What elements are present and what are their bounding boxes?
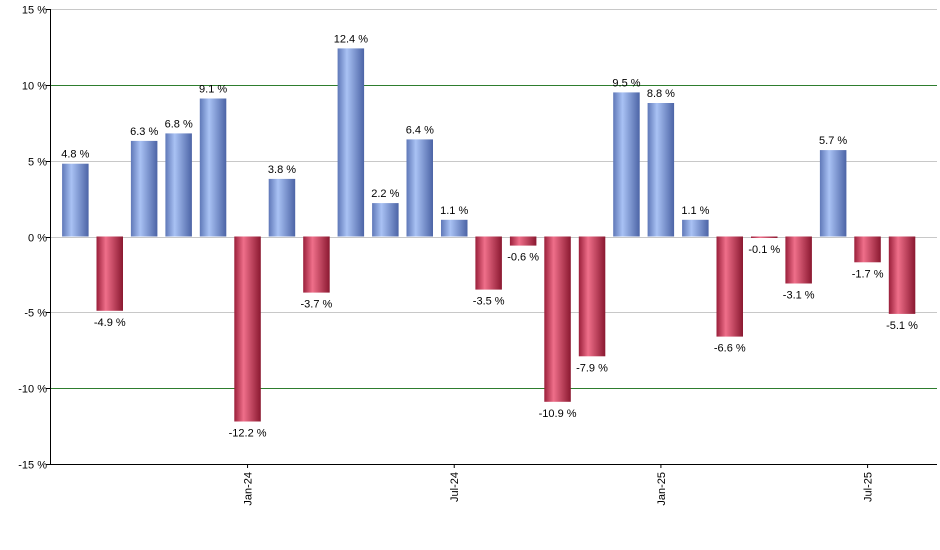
bar-negative	[509, 236, 537, 246]
bar-negative	[888, 236, 916, 314]
bar-positive	[647, 103, 675, 237]
x-tick-label: Jan-24	[243, 472, 255, 506]
bar-value-label: 9.5 %	[612, 77, 640, 89]
bar-value-label: -12.2 %	[229, 428, 267, 440]
y-tick-label: 15 %	[22, 5, 47, 17]
bar-negative	[751, 236, 778, 238]
bar-value-label: -0.6 %	[507, 252, 539, 264]
bar-positive	[441, 219, 468, 237]
bar-positive	[337, 48, 365, 237]
bar-negative	[96, 236, 123, 311]
bar-value-label: 5.7 %	[819, 135, 847, 147]
x-tick-label: Jul-25	[863, 472, 875, 502]
bar-negative	[785, 236, 812, 284]
bar-value-label: -1.7 %	[852, 268, 884, 280]
bar-value-label: -3.1 %	[783, 290, 815, 302]
y-tick-label: -10 %	[18, 384, 47, 396]
bar-value-label: 6.8 %	[165, 118, 193, 130]
bar-value-label: -10.9 %	[539, 408, 577, 420]
bar-positive	[268, 178, 296, 237]
bar-positive	[165, 133, 192, 237]
bar-value-label: 1.1 %	[440, 205, 468, 217]
y-tick-label: 0 %	[28, 233, 47, 245]
bar-negative	[475, 236, 502, 290]
bar-value-label: 9.1 %	[199, 84, 227, 96]
x-tick-label: Jan-25	[656, 472, 668, 506]
bar-value-label: -0.1 %	[748, 244, 780, 256]
bars	[62, 48, 916, 422]
bar-positive	[372, 203, 399, 237]
bar-positive	[613, 92, 640, 237]
bar-positive	[682, 219, 709, 237]
bar-negative	[544, 236, 571, 402]
bar-value-label: 6.4 %	[406, 124, 434, 136]
bar-value-label: 2.2 %	[371, 188, 399, 200]
bar-positive	[199, 98, 227, 237]
bar-positive	[62, 163, 89, 237]
bar-value-label: -6.6 %	[714, 343, 746, 355]
bar-value-label: -5.1 %	[886, 320, 918, 332]
data-labels: 4.8 % -4.9 % 6.3 % 6.8 % 9.1 % -12.2 % 3.8 % -3…	[61, 33, 918, 439]
bar-negative	[303, 236, 330, 293]
bar-value-label: -3.5 %	[473, 296, 505, 308]
x-tick-label: Jul-24	[449, 472, 461, 502]
bar-negative	[716, 236, 743, 337]
bar-negative	[234, 236, 261, 422]
bar-value-label: 3.8 %	[268, 164, 296, 176]
bar-negative	[854, 236, 881, 263]
y-tick-label: 10 %	[22, 81, 47, 93]
bar-positive	[819, 150, 847, 237]
bar-value-label: 6.3 %	[130, 126, 158, 138]
bar-negative	[578, 236, 606, 357]
bar-value-label: 1.1 %	[681, 205, 709, 217]
y-tick-label: -5 %	[24, 308, 47, 320]
bar-value-label: 8.8 %	[647, 88, 675, 100]
y-tick-label: 5 %	[28, 157, 47, 169]
bar-value-label: -7.9 %	[576, 362, 608, 374]
y-tick-label: -15 %	[18, 460, 47, 472]
axes: 15 % 10 % 5 % 0 % -5 % -10 % -15 % Jan-24 Jul-24…	[18, 5, 937, 506]
bar-value-label: 12.4 %	[334, 33, 368, 45]
bar-value-label: 4.8 %	[61, 149, 89, 161]
bar-value-label: -3.7 %	[301, 299, 333, 311]
bar-value-label: -4.9 %	[94, 317, 126, 329]
bar-positive	[406, 139, 433, 237]
bar-positive	[130, 140, 158, 237]
grid-lines	[50, 9, 937, 389]
